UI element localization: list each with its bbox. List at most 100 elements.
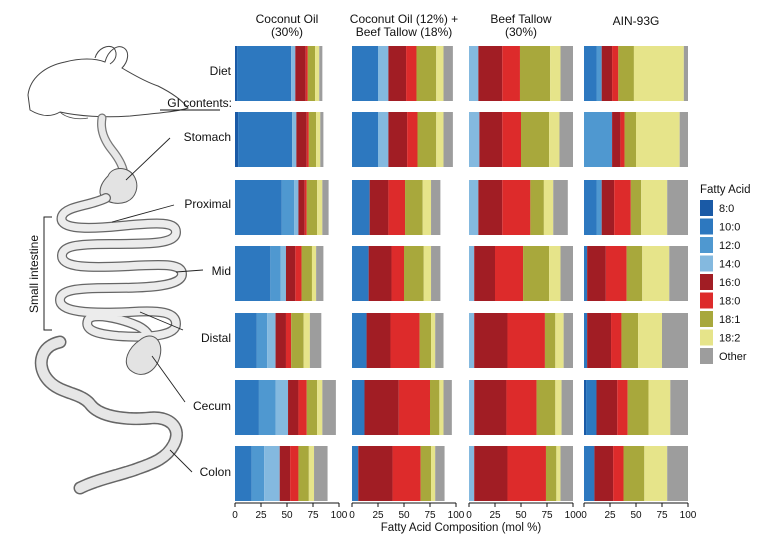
bar-p1-diet-10-0: [237, 46, 292, 101]
bar-p4-distal-18-0: [611, 313, 622, 368]
bar-p1-colon-14-0: [264, 446, 280, 501]
small-intestine: [54, 193, 188, 351]
bar-p4-proximal-18-1: [630, 180, 642, 235]
bar-p3-colon-other: [560, 446, 573, 501]
bar-p2-distal-other: [435, 313, 444, 368]
bar-p4-cecum-other: [670, 380, 688, 435]
bar-p2-cecum-other: [443, 380, 452, 435]
x-tick-label-p1-50: 50: [281, 510, 293, 521]
x-tick-label-p3-50: 50: [515, 510, 527, 521]
bar-p2-diet-18-1: [416, 46, 437, 101]
bar-p1-diet-18-1: [307, 46, 316, 101]
cecum: [125, 335, 162, 375]
bar-p2-proximal-10-0: [352, 180, 370, 235]
bar-p4-proximal-10-0: [584, 180, 597, 235]
legend-title: Fatty Acid: [700, 184, 751, 196]
bar-p3-stomach-18-2: [549, 112, 560, 167]
bar-p3-colon-18-0: [507, 446, 546, 501]
panel-title-3-line-2: (30%): [505, 25, 537, 39]
bar-p2-stomach-18-2: [436, 112, 444, 167]
x-tick-label-p3-0: 0: [466, 510, 472, 521]
bar-p3-stomach-other: [559, 112, 573, 167]
legend-label-18-2: 18:2: [719, 333, 740, 345]
bar-p3-distal-18-2: [555, 313, 564, 368]
bar-p3-cecum-18-1: [536, 380, 556, 435]
bar-p4-proximal-other: [667, 180, 688, 235]
x-tick-label-p4-100: 100: [680, 510, 697, 521]
x-axis-label: Fatty Acid Composition (mol %): [381, 522, 542, 534]
legend-label-10-0: 10:0: [719, 222, 740, 234]
bar-p2-stomach-other: [443, 112, 453, 167]
x-tick-label-p4-75: 75: [656, 510, 668, 521]
bar-p4-mid-other: [669, 246, 688, 301]
bar-p4-cecum-18-2: [648, 380, 671, 435]
bar-p1-cecum-12-0: [258, 380, 276, 435]
x-tick-label-p2-25: 25: [372, 510, 384, 521]
bar-p1-proximal-18-1: [306, 180, 318, 235]
bar-p1-distal-18-0: [285, 313, 292, 368]
bar-p4-diet-12-0: [596, 46, 602, 101]
bar-p3-distal-14-0: [469, 313, 475, 368]
bar-p4-stomach-12-0: [584, 112, 613, 167]
bar-p3-proximal-18-2: [543, 180, 554, 235]
cecum-leader: [151, 355, 186, 403]
bar-p4-distal-10-0: [584, 313, 588, 368]
bar-p1-distal-18-1: [291, 313, 304, 368]
small-intestine-label: Small intestine: [27, 235, 41, 313]
bar-p3-proximal-18-1: [530, 180, 544, 235]
bar-p3-proximal-16-0: [478, 180, 503, 235]
x-tick-label-p2-50: 50: [398, 510, 410, 521]
bar-p2-mid-16-0: [368, 246, 392, 301]
bar-p2-distal-18-0: [390, 313, 420, 368]
section-label-gi-contents: GI contents:: [167, 96, 232, 110]
x-tick-label-p3-75: 75: [541, 510, 553, 521]
bar-p2-diet-18-0: [406, 46, 417, 101]
bar-p3-colon-16-0: [474, 446, 508, 501]
bar-p3-diet-other: [560, 46, 573, 101]
bar-p1-cecum-18-1: [306, 380, 318, 435]
x-tick-label-p2-0: 0: [349, 510, 355, 521]
bar-p1-mid-10-0: [235, 246, 271, 301]
bar-p3-cecum-other: [561, 380, 573, 435]
legend-label-14-0: 14:0: [719, 259, 740, 271]
bar-p3-distal-18-1: [544, 313, 556, 368]
bar-p4-distal-18-1: [621, 313, 639, 368]
bar-p3-mid-18-1: [523, 246, 550, 301]
legend-swatch-16-0: [700, 274, 713, 290]
bar-p2-cecum-10-0: [352, 380, 365, 435]
bar-p1-mid-other: [316, 246, 324, 301]
bar-p1-colon-18-0: [290, 446, 299, 501]
bar-p2-colon-18-2: [431, 446, 436, 501]
bar-p3-cecum-16-0: [474, 380, 507, 435]
bar-p1-mid-18-0: [295, 246, 302, 301]
bar-p3-proximal-14-0: [469, 180, 479, 235]
bar-p1-distal-10-0: [235, 313, 257, 368]
bar-p2-mid-10-0: [352, 246, 369, 301]
bar-p1-colon-12-0: [251, 446, 265, 501]
bar-p1-diet-18-0: [305, 46, 308, 101]
bar-p4-diet-18-2: [633, 46, 684, 101]
bar-p4-stomach-18-2: [636, 112, 680, 167]
legend-swatch-other: [700, 348, 713, 364]
bar-p4-colon-18-2: [644, 446, 668, 501]
bar-p1-stomach-10-0: [238, 112, 293, 167]
x-tick-label-p3-100: 100: [565, 510, 582, 521]
bar-p1-stomach-16-0: [296, 112, 307, 167]
panel-title-3-line-1: Beef Tallow: [490, 12, 551, 26]
small-intestine-bracket: [43, 216, 52, 331]
bar-p1-cecum-16-0: [288, 380, 299, 435]
panel-title-1-line-2: (30%): [271, 25, 303, 39]
bar-p3-mid-14-0: [469, 246, 475, 301]
bar-p2-cecum-18-1: [430, 380, 440, 435]
bar-p4-diet-18-0: [612, 46, 619, 101]
bar-p1-proximal-18-2: [317, 180, 323, 235]
bar-p1-stomach-18-1: [308, 112, 317, 167]
bar-p1-stomach-other: [320, 112, 324, 167]
bar-p1-proximal-10-0: [235, 180, 282, 235]
legend-label-other: Other: [719, 351, 747, 363]
bar-p4-distal-other: [662, 313, 688, 368]
bar-p4-stomach-18-1: [624, 112, 636, 167]
bar-p2-proximal-other: [431, 180, 441, 235]
legend-swatch-12-0: [700, 237, 713, 253]
bar-p4-diet-18-1: [618, 46, 634, 101]
